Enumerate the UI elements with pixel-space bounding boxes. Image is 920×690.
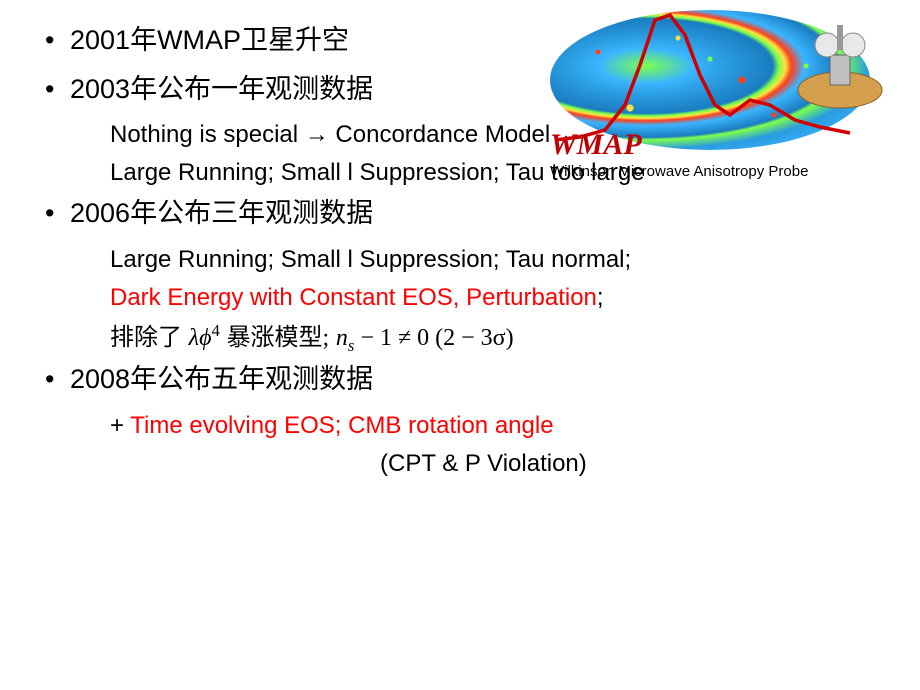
sub-2006-2: Dark Energy with Constant EOS, Perturbat…: [40, 280, 880, 316]
wmap-title: WMAP: [550, 128, 642, 162]
exclude-cn: 排除了: [110, 325, 182, 351]
time-eos-text: Time evolving EOS; CMB rotation angle: [130, 412, 553, 439]
bullet-2006: 2006年公布三年观测数据: [40, 193, 880, 234]
sub-2006-1: Large Running; Small l Suppression; Tau …: [40, 242, 880, 278]
sub-2006-3: 排除了 λϕ4 暴涨模型; ns − 1 ≠ 0 (2 − 3σ): [40, 318, 880, 358]
sub-2008-2: (CPT & P Violation): [40, 446, 880, 482]
bullet-list-2: 2006年公布三年观测数据: [40, 193, 880, 234]
bullet-2008: 2008年公布五年观测数据: [40, 359, 880, 400]
bullet-list-3: 2008年公布五年观测数据: [40, 359, 880, 400]
wmap-subtitle: Wilkinson Microwave Anisotropy Probe: [550, 163, 808, 180]
sub-2008-1: + Time evolving EOS; CMB rotation angle: [40, 408, 880, 444]
bullet-2001: 2001年WMAP卫星升空: [40, 20, 880, 61]
ns-formula: ns − 1 ≠ 0 (2 − 3σ): [336, 325, 514, 351]
inflation-model-cn: 暴涨模型;: [227, 325, 330, 351]
plus-sign: +: [110, 412, 130, 439]
de-eos-text: Dark Energy with Constant EOS, Perturbat…: [110, 284, 597, 311]
bullet-2003: 2003年公布一年观测数据: [40, 69, 880, 110]
lambda-phi4: λϕ4: [189, 325, 220, 351]
